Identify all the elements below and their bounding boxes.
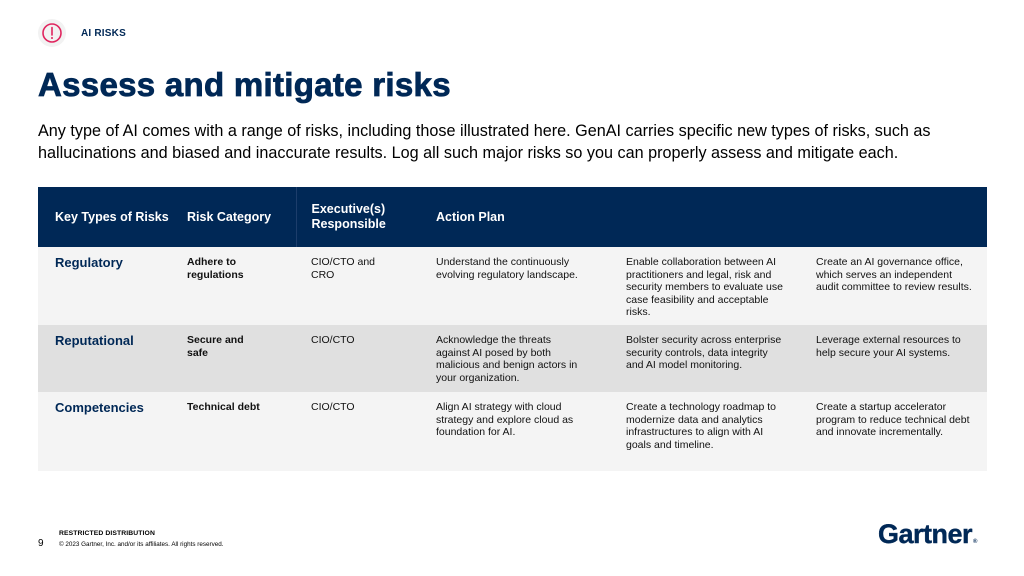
table-header-row: Key Types of Risks Risk Category Executi…: [38, 187, 987, 247]
table-row: Regulatory Adhere to regulations CIO/CTO…: [38, 247, 987, 325]
risk-type: Reputational: [38, 325, 171, 392]
logo-wordmark: Gartner: [878, 519, 973, 549]
restricted-distribution-label: RESTRICTED DISTRIBUTION: [59, 530, 155, 537]
header-risk-category: Risk Category: [171, 187, 296, 247]
risk-table: Key Types of Risks Risk Category Executi…: [38, 187, 987, 471]
risk-category: Adhere to regulations: [171, 247, 296, 325]
header-executive: Executive(s) Responsible: [295, 187, 433, 247]
table-row: Reputational Secure and safe CIO/CTO Ack…: [38, 325, 987, 392]
table-row: Competencies Technical debt CIO/CTO Alig…: [38, 392, 987, 471]
risk-type: Competencies: [38, 392, 171, 471]
risk-category: Technical debt: [171, 392, 296, 471]
action-1: Acknowledge the threats against AI posed…: [433, 325, 623, 392]
gartner-logo: Gartner®: [878, 519, 978, 550]
executive-responsible: CIO/CTO and CRO: [296, 247, 433, 325]
action-3: Leverage external resources to help secu…: [813, 325, 987, 392]
action-2: Enable collaboration between AI practiti…: [623, 247, 813, 325]
action-3: Create a startup accelerator program to …: [813, 392, 987, 471]
action-1: Understand the continuously evolving reg…: [433, 247, 623, 325]
intro-paragraph: Any type of AI comes with a range of ris…: [38, 122, 931, 162]
copyright-notice: © 2023 Gartner, Inc. and/or its affiliat…: [59, 541, 224, 548]
risk-category: Secure and safe: [171, 325, 296, 392]
alert-circle-icon: [38, 19, 66, 47]
action-2: Create a technology roadmap to modernize…: [623, 392, 813, 471]
page-title: Assess and mitigate risks: [38, 66, 451, 104]
executive-responsible: CIO/CTO: [296, 325, 433, 392]
action-2: Bolster security across enterprise secur…: [623, 325, 813, 392]
action-1: Align AI strategy with cloud strategy an…: [433, 392, 623, 471]
risk-type: Regulatory: [38, 247, 171, 325]
section-tag-label: AI RISKS: [81, 27, 126, 39]
action-3: Create an AI governance office, which se…: [813, 247, 987, 325]
executive-responsible: CIO/CTO: [296, 392, 433, 471]
header-action-plan: Action Plan: [433, 187, 987, 247]
page-number: 9: [38, 538, 44, 549]
section-tag: AI RISKS: [38, 19, 126, 47]
registered-mark: ®: [973, 539, 977, 545]
header-key-types: Key Types of Risks: [38, 187, 171, 247]
